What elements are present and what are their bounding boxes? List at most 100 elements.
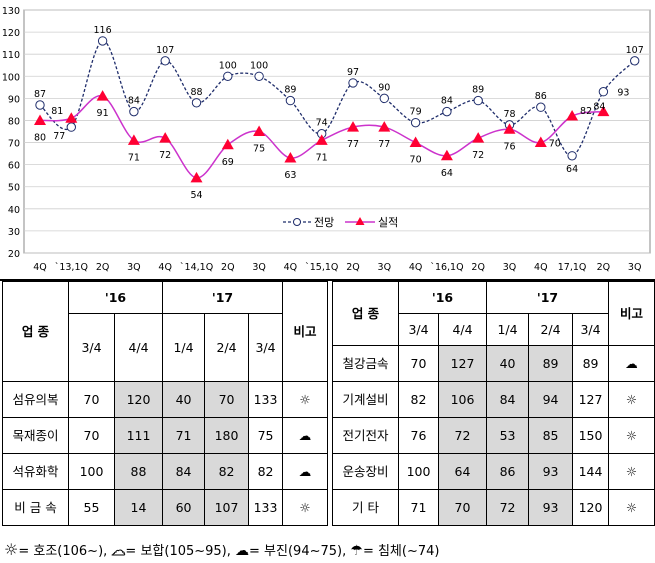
x-tick-label: 4Q [409,262,423,273]
actual-point [96,90,109,101]
forecast-data-label: 116 [94,25,112,36]
table-cell: 127 [572,381,610,418]
actual-point [503,123,516,134]
forecast-data-label: 90 [378,82,390,93]
industry-name: 섬유의복 [2,381,69,418]
x-tick-label: 4Q [534,262,548,273]
sun-icon: ☼ [4,540,19,559]
table-row: 목재종이 70 111 71 180 75 ☁ [2,417,329,454]
x-tick-label: 3Q [127,262,141,273]
cloud-dark-icon: ☁ [282,417,329,454]
actual-point [566,110,579,121]
year-16-header: '16 [397,281,488,314]
industry-name: 전기전자 [332,417,399,454]
actual-data-label: 71 [128,152,140,163]
cloud-dark-icon: ☁ [282,453,329,490]
table-cell: 76 [398,417,439,454]
table-cell: 64 [437,453,488,490]
actual-data-label: 72 [472,150,484,161]
forecast-data-label: 97 [347,67,359,78]
x-tick-label: `14,1Q [180,262,213,273]
actual-point [190,171,203,183]
y-tick-label: 70 [8,139,20,150]
y-tick-label: 90 [8,94,20,105]
forecast-point [254,71,264,81]
forecast-point [379,93,389,104]
quarter-header: 3/4 [248,313,284,382]
table-row: 전기전자 76 72 53 85 150 ☼ [332,417,655,454]
forecast-point [160,56,170,66]
table-cell: 89 [528,345,574,382]
table-row: 철강금속 70 127 40 89 89 ☁ [332,345,655,382]
table-top-rule [0,279,655,281]
forecast-point [598,87,609,97]
table-cell: 70 [398,345,439,382]
forecast-data-label: 107 [626,45,644,56]
table-cell: 75 [248,417,284,454]
table-cell: 71 [162,417,206,454]
actual-data-label: 76 [503,141,515,152]
actual-point [347,121,359,132]
umbrella-icon: ☂ [350,543,363,559]
forecast-point [66,122,77,132]
forecast-point [223,71,233,81]
forecast-data-label: 87 [34,89,46,100]
forecast-data-label: 100 [250,60,268,71]
table-cell: 55 [68,489,115,526]
quarter-header: 4/4 [437,313,488,346]
actual-point [284,152,297,163]
legend-actual-label: 실적 [378,216,398,229]
table-cell: 150 [572,417,610,454]
cloud-outline-icon: ☁ [111,543,126,560]
y-tick-label: 30 [8,227,20,238]
forecast-point [35,100,45,110]
x-tick-label: 3Q [628,262,642,273]
forecast-data-label: 93 [617,88,629,99]
year-17-header: '17 [162,281,284,314]
cloud-legend-text: = 보합(105~95), [125,544,231,559]
industry-name: 운송장비 [332,453,399,490]
x-tick-label: 4Q [158,262,172,273]
plot-area [23,9,651,254]
forecast-data-label: 100 [219,60,237,71]
actual-data-label: 77 [347,139,359,150]
table-row: 기 타 71 70 72 93 120 ☼ [332,489,655,526]
forecast-point [630,56,640,66]
quarter-header: 2/4 [204,313,250,382]
quarter-header: 3/4 [572,313,610,346]
industry-table-right: 업 종 '16 '17 비고 3/4 4/4 1/4 2/4 3/4 철강금속 7… [332,281,655,526]
quarter-header: 4/4 [113,313,164,382]
table-cell: 88 [113,453,164,490]
x-tick-label: 17,1Q [558,262,587,273]
forecast-data-label: 89 [284,85,296,96]
table-row: 기계설비 82 106 84 94 127 ☼ [332,381,655,418]
table-cell: 111 [113,417,164,454]
forecast-data-label: 74 [316,118,328,129]
forecast-data-label: 78 [503,109,515,120]
table-cell: 180 [204,417,250,454]
y-tick-label: 20 [8,249,20,260]
sun-icon: ☼ [608,381,655,418]
table-cell: 94 [528,381,574,418]
table-cell: 89 [572,345,610,382]
x-tick-label: `15,1Q [305,262,338,273]
y-tick-label: 130 [2,6,20,17]
forecast-point [473,95,483,106]
sun-icon: ☼ [282,489,329,526]
actual-data-label: 63 [284,170,296,181]
legend-forecast-label: 전망 [314,216,334,229]
table-cell: 82 [248,453,284,490]
actual-data-label: 81 [51,106,63,117]
x-tick-label: 3Q [378,262,392,273]
industry-header: 업 종 [332,281,399,346]
dark-legend-text: = 부진(94~75), [249,544,347,559]
year-16-header: '16 [67,281,164,314]
actual-point [472,132,485,143]
table-cell: 127 [437,345,488,382]
table-cell: 60 [162,489,206,526]
actual-point [65,112,78,123]
actual-data-label: 70 [410,155,422,166]
actual-point [34,114,46,125]
table-cell: 70 [204,381,250,418]
table-cell: 106 [437,381,488,418]
